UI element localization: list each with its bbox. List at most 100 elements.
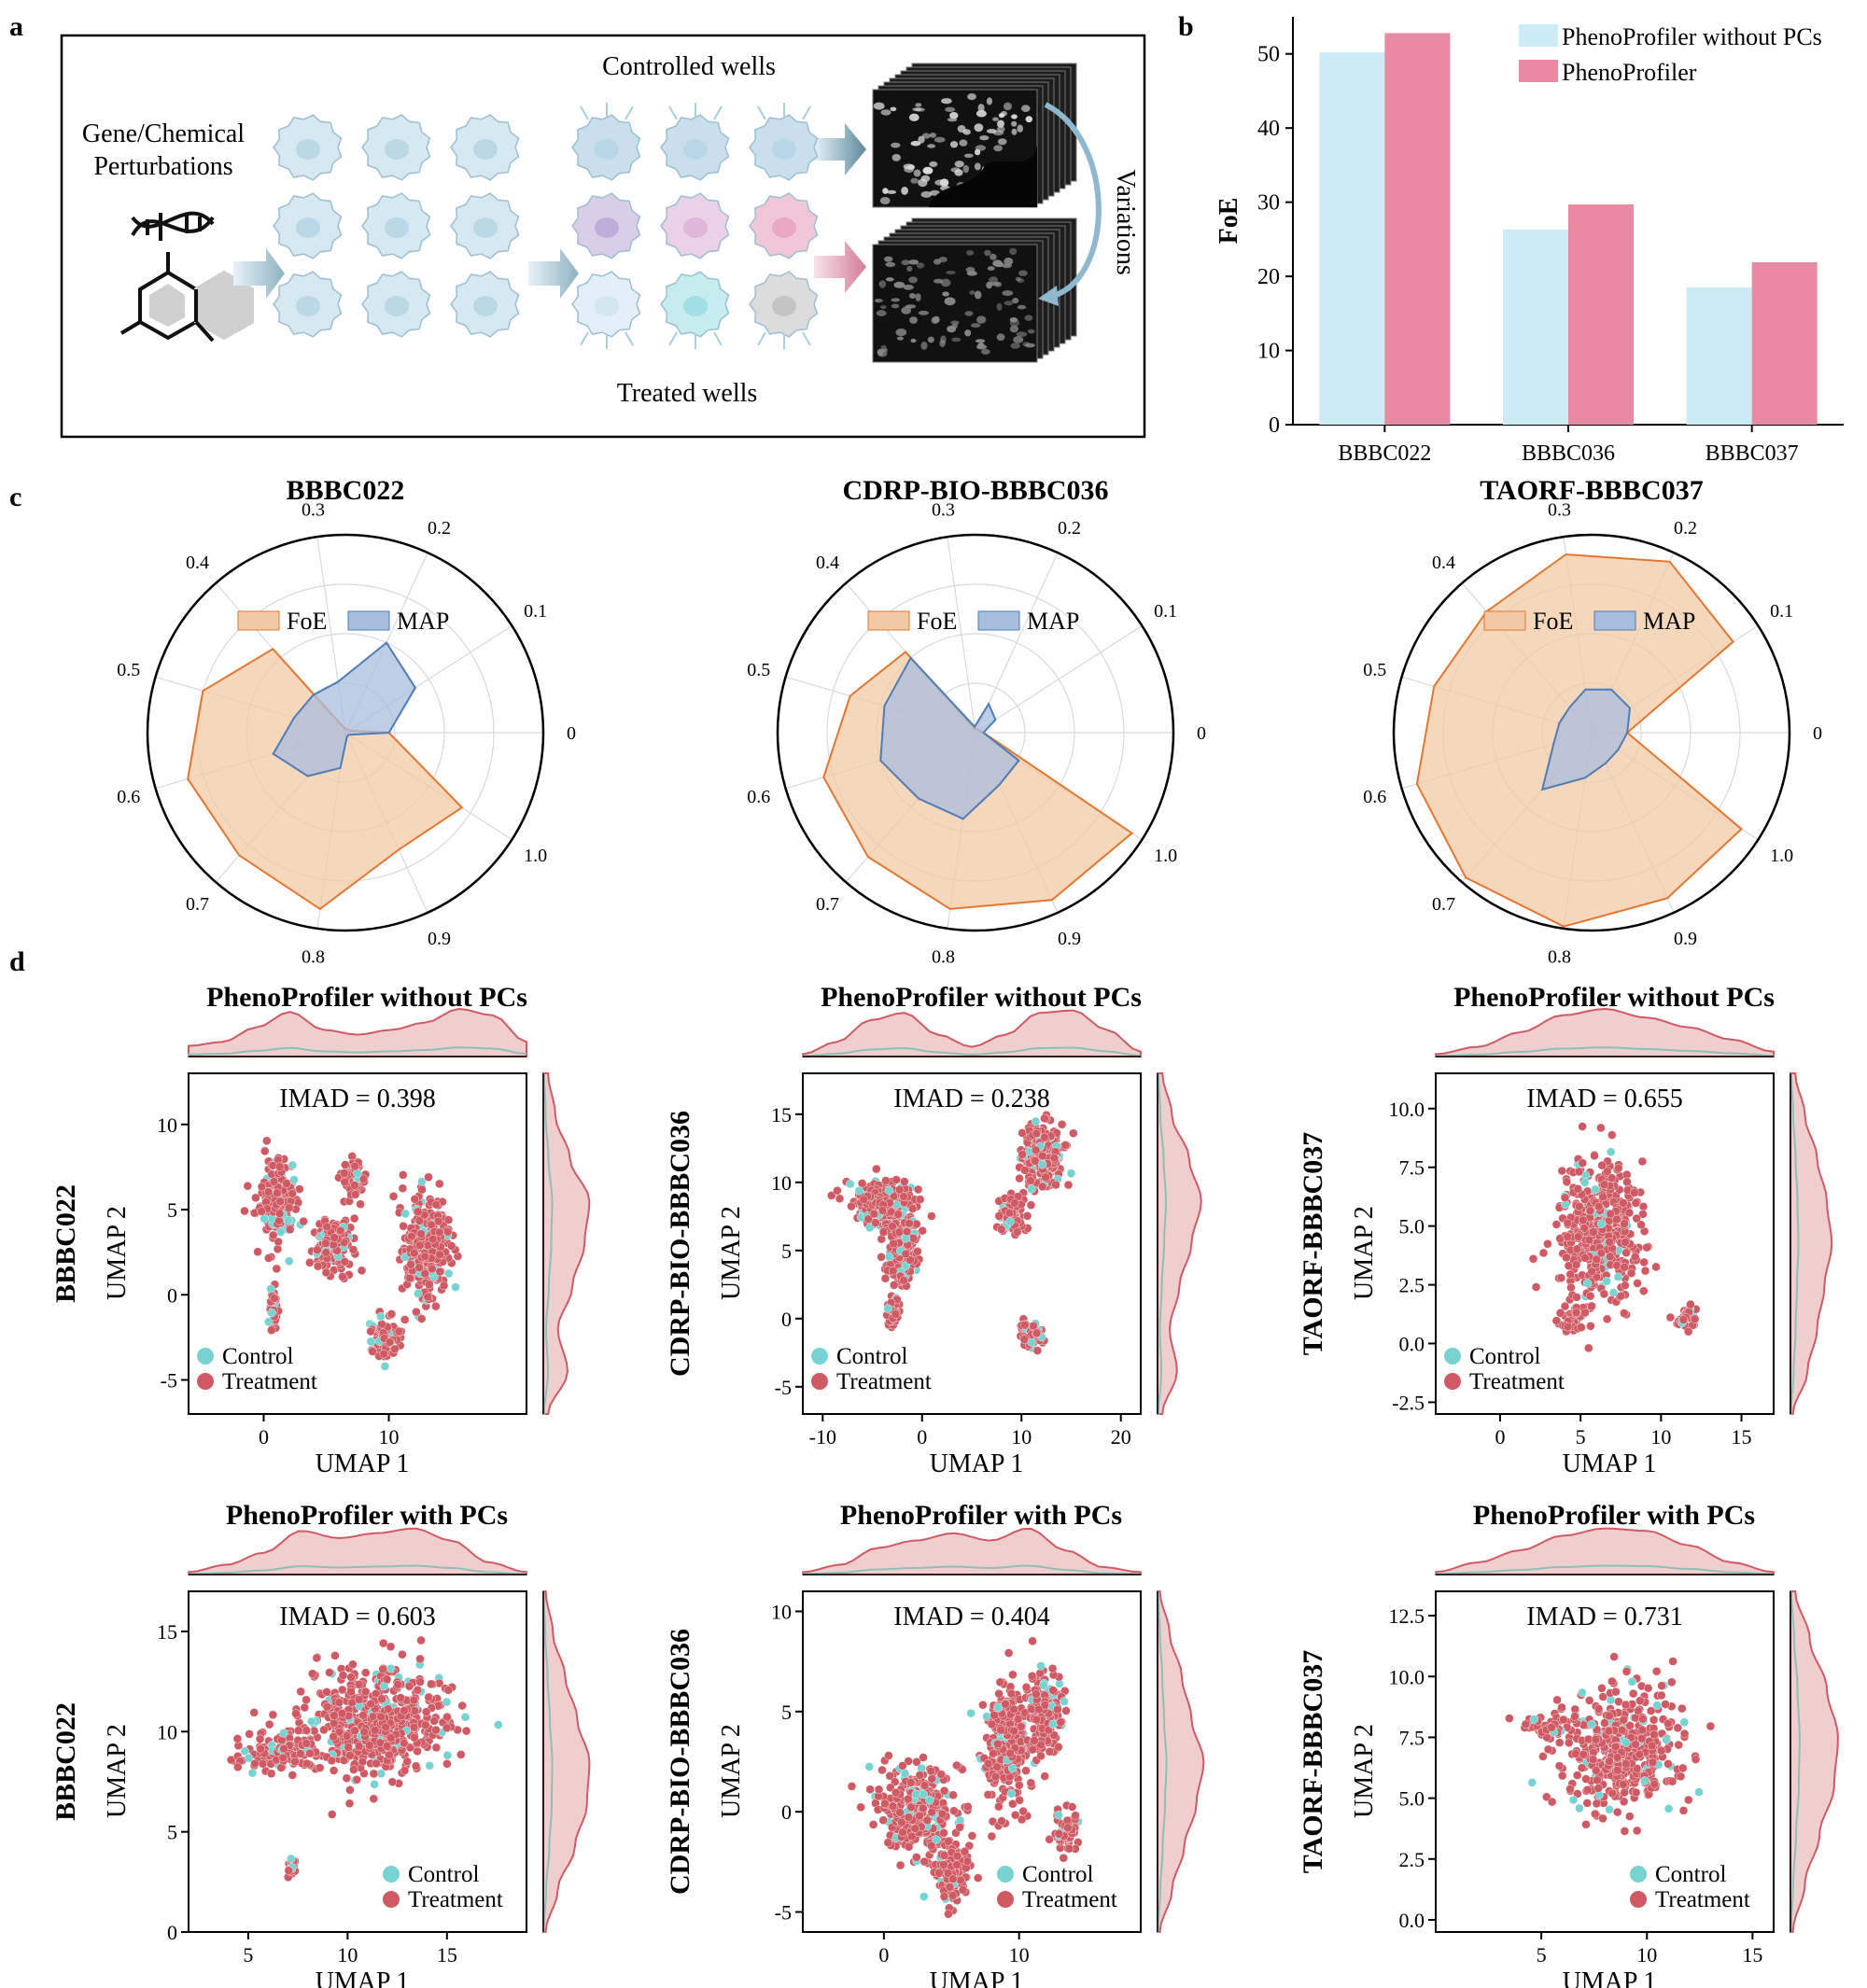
nucleus-spot	[884, 256, 893, 262]
nucleus-spot	[964, 311, 974, 316]
point-control	[1031, 1116, 1041, 1127]
point-treatment	[1676, 1771, 1686, 1782]
panel-label-b: b	[1178, 11, 1194, 42]
cell-nucleus	[296, 139, 320, 160]
top-kde-control	[188, 1046, 527, 1057]
variations-arrow	[1044, 102, 1102, 300]
point-treatment	[963, 1801, 973, 1812]
point-treatment	[243, 1181, 252, 1191]
point-treatment	[1596, 1123, 1606, 1133]
point-treatment	[1032, 1715, 1042, 1725]
point-treatment	[973, 1873, 983, 1883]
point-treatment	[1683, 1326, 1693, 1337]
point-control	[287, 1854, 296, 1864]
point-treatment	[442, 1723, 452, 1733]
nucleus-spot	[910, 140, 921, 147]
point-treatment	[396, 1693, 405, 1702]
radar-angle-label: 0.5	[1363, 660, 1386, 680]
point-control	[911, 1789, 920, 1799]
umap-title: PhenoProfiler without PCs	[821, 982, 1142, 1013]
legend-label-map: MAP	[1027, 608, 1079, 635]
point-treatment	[443, 1227, 453, 1237]
point-treatment	[912, 1853, 921, 1862]
radar-angle-label: 0.4	[186, 553, 209, 573]
point-treatment	[294, 1726, 303, 1735]
point-treatment	[1034, 1704, 1044, 1715]
nucleus-spot	[909, 316, 918, 324]
tracking-arrow	[625, 331, 634, 346]
point-treatment	[997, 1816, 1006, 1826]
point-treatment	[361, 1687, 371, 1697]
point-treatment	[414, 1216, 425, 1225]
point-treatment	[424, 1692, 433, 1702]
point-treatment	[934, 1869, 944, 1878]
point-treatment	[1584, 1696, 1594, 1705]
point-treatment	[1040, 1132, 1049, 1142]
legend-swatch-map	[977, 610, 1020, 631]
radar-angle-label: 1.0	[524, 846, 547, 866]
point-treatment	[904, 1813, 914, 1822]
point-treatment	[857, 1179, 867, 1188]
nucleus-spot	[962, 164, 970, 174]
nucleus-spot	[966, 250, 975, 256]
flow-arrow-1	[233, 248, 285, 299]
point-treatment	[1562, 1253, 1571, 1263]
point-treatment	[904, 1794, 913, 1804]
microscopy-image-stack-control	[872, 63, 1077, 208]
bar-phenoprofiler-bbbc036	[1568, 204, 1634, 425]
point-treatment	[1621, 1238, 1630, 1247]
nucleus-spot	[940, 278, 951, 287]
point-treatment	[258, 1759, 268, 1769]
y-tick-label: 5	[167, 1821, 177, 1844]
point-treatment	[263, 1187, 274, 1197]
point-control	[276, 1227, 286, 1237]
top-kde-treatment	[802, 1009, 1142, 1057]
point-treatment	[895, 1860, 905, 1870]
x-tick-label: 0	[878, 1943, 889, 1967]
point-treatment	[334, 1698, 344, 1707]
point-control	[285, 1256, 294, 1267]
point-treatment	[891, 1309, 901, 1319]
point-control	[864, 1762, 874, 1771]
point-control	[884, 1185, 894, 1196]
point-treatment	[863, 1214, 873, 1225]
x-tick-label: 5	[1576, 1425, 1586, 1449]
nucleus-spot	[918, 135, 925, 144]
cell-nucleus	[683, 217, 708, 238]
point-treatment	[1049, 1153, 1060, 1163]
point-control	[289, 1175, 299, 1184]
radar-angle-label: 0.8	[302, 947, 325, 968]
x-tick-label: 10	[379, 1425, 400, 1449]
point-treatment	[889, 1191, 899, 1201]
point-treatment	[878, 1227, 889, 1237]
nucleus-spot	[920, 342, 928, 350]
point-treatment	[378, 1664, 387, 1674]
radar-angle-label: 0.9	[428, 929, 451, 949]
point-treatment	[340, 1177, 349, 1187]
point-treatment	[274, 1162, 285, 1171]
point-treatment	[299, 1216, 308, 1226]
point-treatment	[1028, 1744, 1038, 1755]
point-treatment	[274, 1237, 283, 1247]
point-treatment	[1621, 1667, 1632, 1676]
point-treatment	[1554, 1738, 1565, 1747]
nucleus-spot	[969, 290, 976, 295]
point-treatment	[1587, 1301, 1596, 1311]
cell-nucleus	[595, 217, 619, 238]
radar-angle-label: 0.4	[816, 553, 839, 573]
umap-plot-4: PhenoProfiler with PCsCDRP-BIO-BBBC036IM…	[665, 1500, 1205, 1988]
tracking-arrow	[802, 105, 811, 120]
legend-label-control: Control	[1469, 1344, 1540, 1369]
point-treatment	[1026, 1778, 1036, 1787]
nucleus-spot	[1022, 342, 1031, 347]
point-treatment	[913, 1184, 923, 1195]
point-treatment	[1581, 1774, 1591, 1784]
point-control	[451, 1282, 460, 1292]
nucleus-spot	[886, 189, 897, 194]
y-tick-label: 50	[1257, 43, 1280, 67]
point-treatment	[939, 1860, 948, 1869]
nucleus-spot	[901, 306, 912, 315]
point-treatment	[1584, 1235, 1594, 1245]
radar-map-area	[879, 656, 1020, 820]
point-treatment	[880, 1273, 891, 1283]
